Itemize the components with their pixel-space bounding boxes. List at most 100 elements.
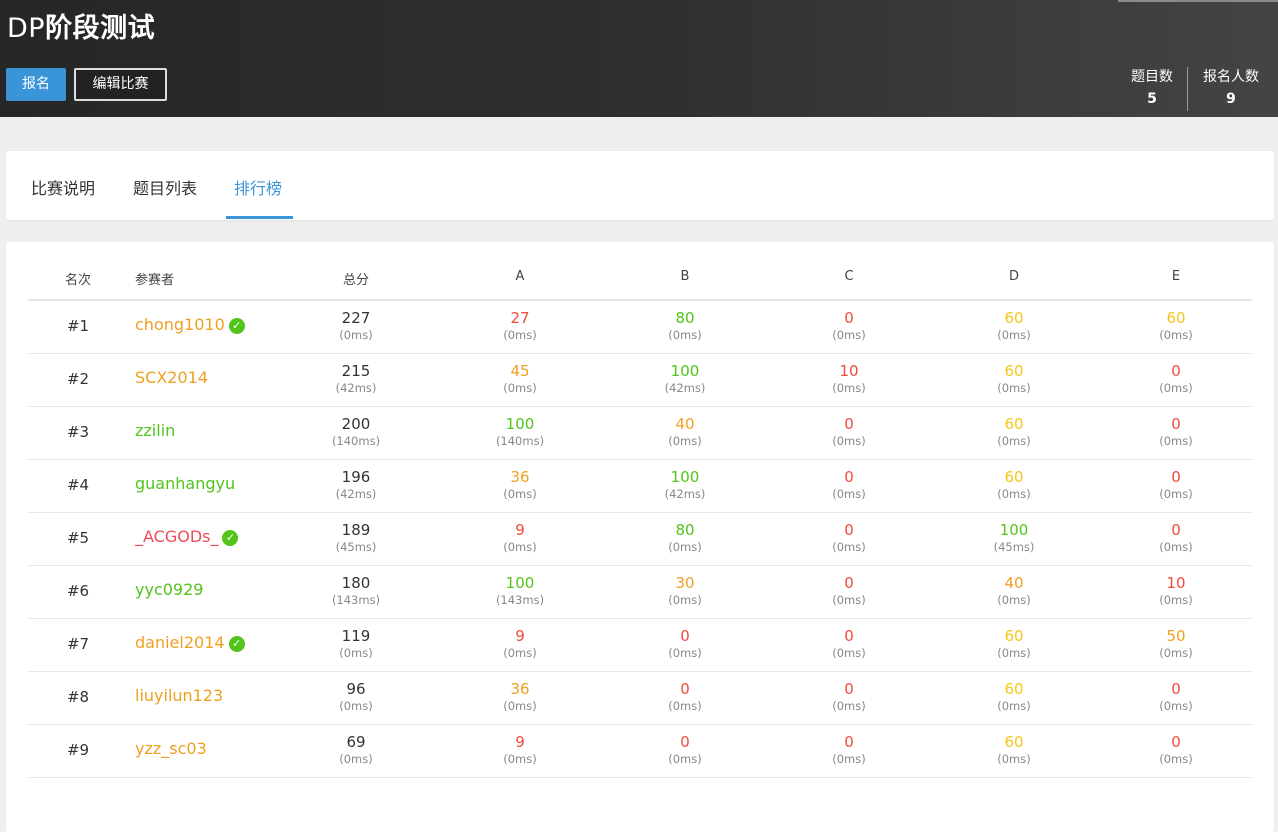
total-score-cell: 215 (42ms) <box>336 353 377 406</box>
participant-link[interactable]: _ACGODs_ ✓ <box>135 527 239 546</box>
problem-c-cell: 0 (0ms) <box>832 512 865 565</box>
problem-time: (0ms) <box>503 699 537 713</box>
problem-e-cell: 60 (0ms) <box>1159 300 1192 353</box>
problem-time: (0ms) <box>1159 646 1193 660</box>
total-score: 96 <box>346 680 366 698</box>
table-row: #1 chong1010 ✓ 227 (0ms) 27 (0ms) 80 (0ms) 0 (0ms)… <box>28 300 1252 354</box>
total-score: 189 <box>341 521 371 539</box>
problem-score: 27 <box>510 309 530 327</box>
problem-score: 60 <box>1004 680 1024 698</box>
problem-a-cell: 100 (143ms) <box>496 565 544 618</box>
total-time: (140ms) <box>331 434 381 448</box>
table-row: #3 zzilin 200 (140ms) 100 (140ms) 40 (0ms) 0 (0ms… <box>28 406 1252 460</box>
participant-link[interactable]: guanhangyu <box>135 474 235 493</box>
total-score: 196 <box>341 468 371 486</box>
total-score-cell: 227 (0ms) <box>339 300 372 353</box>
rank-cell: #8 <box>66 688 90 706</box>
problem-score: 40 <box>1004 574 1024 592</box>
total-time: (143ms) <box>331 593 381 607</box>
rank-cell: #5 <box>66 529 90 547</box>
verified-check-icon: ✓ <box>228 636 245 652</box>
problem-c-cell: 0 (0ms) <box>832 618 865 671</box>
participant-link[interactable]: liuyilun123 <box>135 686 223 705</box>
problem-score: 9 <box>515 627 525 645</box>
participant-link[interactable]: chong1010 ✓ <box>135 315 245 334</box>
problem-time: (0ms) <box>668 540 702 554</box>
total-score-cell: 200 (140ms) <box>332 406 380 459</box>
tab-ranklist[interactable]: 排行榜 <box>234 179 283 198</box>
problem-score: 10 <box>1166 574 1186 592</box>
problem-time: (42ms) <box>664 487 706 501</box>
problem-a-cell: 100 (140ms) <box>496 406 544 459</box>
problem-e-cell: 0 (0ms) <box>1159 671 1192 724</box>
participant-name: liuyilun123 <box>135 686 224 705</box>
top-right-strip <box>1118 0 1278 2</box>
problem-score: 60 <box>1004 627 1024 645</box>
problem-count-label: 题目数 <box>1131 69 1173 85</box>
tab-contest-description[interactable]: 比赛说明 <box>31 179 96 198</box>
problem-b-cell: 40 (0ms) <box>668 406 701 459</box>
participant-link[interactable]: daniel2014 ✓ <box>135 633 245 652</box>
problem-c-cell: 0 (0ms) <box>832 565 865 618</box>
problem-time: (0ms) <box>997 752 1031 766</box>
tab-problem-list[interactable]: 题目列表 <box>133 179 198 198</box>
participant-name: guanhangyu <box>135 474 236 493</box>
problem-b-cell: 100 (42ms) <box>665 353 706 406</box>
rank-cell: #7 <box>66 635 90 653</box>
problem-c-cell: 0 (0ms) <box>832 724 865 777</box>
problem-time: (0ms) <box>997 381 1031 395</box>
problem-a-cell: 9 (0ms) <box>503 512 536 565</box>
problem-b-cell: 80 (0ms) <box>668 512 701 565</box>
problem-time: (0ms) <box>1159 381 1193 395</box>
verified-check-icon: ✓ <box>222 530 239 546</box>
problem-a-cell: 9 (0ms) <box>503 724 536 777</box>
problem-time: (0ms) <box>1159 328 1193 342</box>
problem-score: 0 <box>844 680 854 698</box>
problem-score: 60 <box>1004 362 1024 380</box>
participant-link[interactable]: yzz_sc03 <box>135 739 207 758</box>
problem-score: 80 <box>675 309 695 327</box>
signup-button[interactable]: 报名 <box>6 68 66 101</box>
problem-e-cell: 0 (0ms) <box>1159 353 1192 406</box>
problem-score: 0 <box>844 415 854 433</box>
active-tab-indicator <box>226 216 293 219</box>
rank-cell: #3 <box>66 423 90 441</box>
problem-b-cell: 30 (0ms) <box>668 565 701 618</box>
problem-c-cell: 10 (0ms) <box>832 353 865 406</box>
header-user: 参赛者 <box>135 273 175 288</box>
participant-link[interactable]: zzilin <box>135 421 175 440</box>
table-header: 名次 参赛者 总分 A B C D E <box>28 242 1252 301</box>
problem-e-cell: 0 (0ms) <box>1159 459 1192 512</box>
participant-link[interactable]: yyc0929 <box>135 580 203 599</box>
problem-score: 0 <box>844 521 854 539</box>
edit-contest-button[interactable]: 编辑比赛 <box>74 68 167 101</box>
table-row: #4 guanhangyu 196 (42ms) 36 (0ms) 100 (42ms) 0 (0… <box>28 459 1252 513</box>
header-total: 总分 <box>342 273 370 288</box>
problem-d-cell: 60 (0ms) <box>997 724 1030 777</box>
participant-name: SCX2014 <box>135 368 209 387</box>
problem-score: 0 <box>844 309 854 327</box>
header-problem-b[interactable]: B <box>680 269 690 284</box>
total-score: 215 <box>341 362 371 380</box>
table-row: #9 yzz_sc03 69 (0ms) 9 (0ms) 0 (0ms) 0 (0ms) 60 (0m… <box>28 724 1252 778</box>
header-problem-c[interactable]: C <box>844 269 854 284</box>
rank-cell: #1 <box>66 317 90 335</box>
problem-score: 0 <box>844 574 854 592</box>
contest-title-latin: DP <box>7 13 46 44</box>
problem-a-cell: 36 (0ms) <box>503 459 536 512</box>
problem-time: (0ms) <box>668 699 702 713</box>
total-time: (0ms) <box>339 752 373 766</box>
problem-score: 0 <box>1171 362 1181 380</box>
signup-count-value: 9 <box>1226 91 1236 107</box>
header-problem-e[interactable]: E <box>1171 269 1181 284</box>
problem-b-cell: 0 (0ms) <box>668 618 701 671</box>
problem-time: (42ms) <box>664 381 706 395</box>
problem-b-cell: 100 (42ms) <box>665 459 706 512</box>
header-problem-d[interactable]: D <box>1008 269 1020 284</box>
total-score-cell: 69 (0ms) <box>339 724 372 777</box>
total-score: 119 <box>341 627 371 645</box>
header-problem-a[interactable]: A <box>515 269 525 284</box>
problem-time: (0ms) <box>503 646 537 660</box>
participant-link[interactable]: SCX2014 <box>135 368 208 387</box>
verified-check-icon: ✓ <box>228 318 245 334</box>
